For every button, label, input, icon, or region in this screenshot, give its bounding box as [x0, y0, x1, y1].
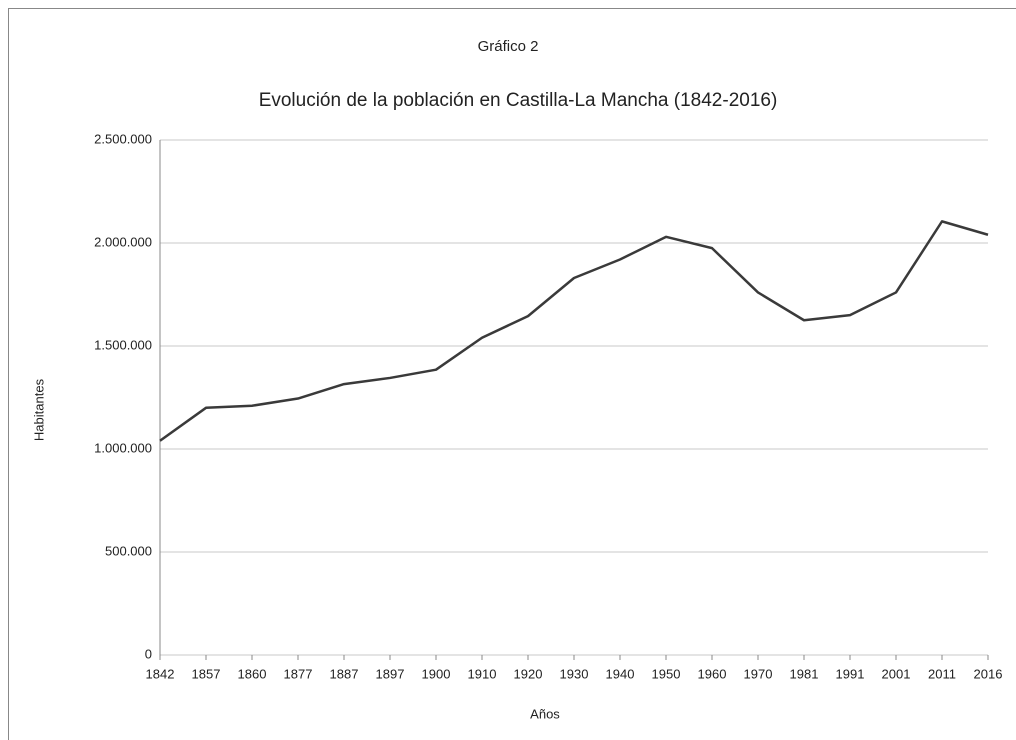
y-tick-label: 500.000 — [105, 543, 152, 558]
x-tick-label: 2001 — [882, 666, 911, 681]
chart-frame — [8, 8, 1016, 740]
x-tick-label: 1897 — [376, 666, 405, 681]
x-tick-label: 2016 — [974, 666, 1003, 681]
y-tick-label: 2.500.000 — [94, 131, 152, 146]
chart-title: Evolución de la población en Castilla-La… — [259, 90, 778, 111]
y-tick-label: 2.000.000 — [94, 234, 152, 249]
x-tick-label: 1960 — [698, 666, 727, 681]
x-tick-label: 1842 — [146, 666, 175, 681]
x-axis-label: Años — [530, 706, 560, 721]
chart-subtitle: Gráfico 2 — [478, 38, 539, 55]
x-tick-label: 1910 — [468, 666, 497, 681]
y-axis-label: Habitantes — [31, 378, 46, 441]
x-tick-label: 2011 — [928, 666, 956, 681]
y-tick-label: 1.000.000 — [94, 440, 152, 455]
x-tick-label: 1950 — [652, 666, 681, 681]
x-tick-label: 1970 — [744, 666, 773, 681]
x-tick-label: 1877 — [284, 666, 313, 681]
y-tick-label: 1.500.000 — [94, 337, 152, 352]
data-line — [159, 220, 989, 442]
x-tick-label: 1930 — [560, 666, 589, 681]
x-tick-label: 1940 — [606, 666, 635, 681]
x-tick-label: 1860 — [238, 666, 267, 681]
x-tick-label: 1920 — [514, 666, 543, 681]
x-tick-label: 1981 — [790, 666, 819, 681]
x-tick-label: 1900 — [422, 666, 451, 681]
x-tick-label: 1887 — [330, 666, 359, 681]
x-tick-label: 1991 — [836, 666, 865, 681]
x-tick-label: 1857 — [192, 666, 221, 681]
y-tick-label: 0 — [145, 646, 152, 661]
